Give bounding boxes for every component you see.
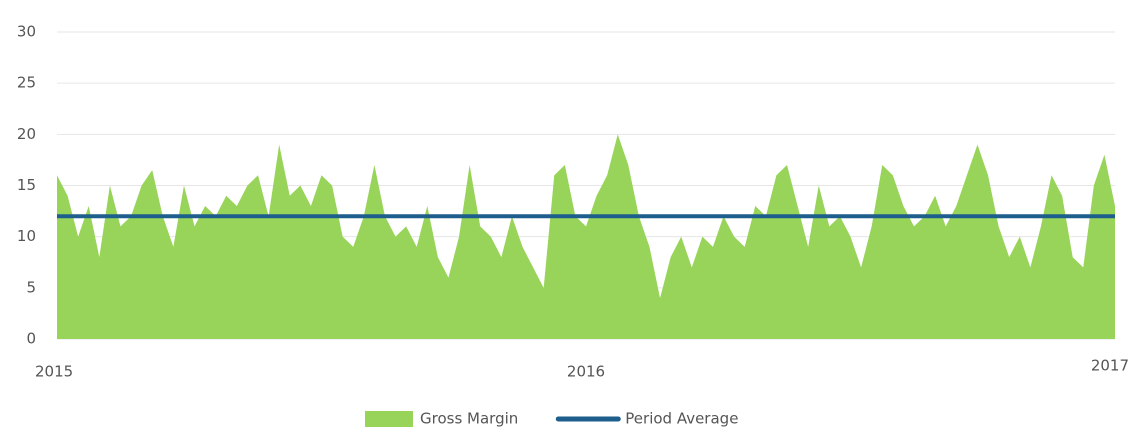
- y-tick-label: 5: [26, 278, 36, 296]
- x-tick-label: 2015: [35, 363, 73, 381]
- y-tick-label: 10: [17, 227, 36, 245]
- legend-label: Gross Margin: [420, 410, 518, 428]
- y-tick-label: 15: [17, 176, 36, 194]
- y-tick-label: 30: [17, 23, 36, 41]
- area: [57, 134, 1115, 339]
- x-tick-label: 2016: [567, 363, 605, 381]
- x-tick-label: 2017: [1091, 357, 1129, 375]
- legend-label: Period Average: [625, 410, 738, 428]
- legend-swatch: [365, 411, 413, 427]
- y-tick-label: 0: [26, 330, 36, 348]
- y-tick-label: 25: [17, 74, 36, 92]
- y-tick-label: 20: [17, 125, 36, 143]
